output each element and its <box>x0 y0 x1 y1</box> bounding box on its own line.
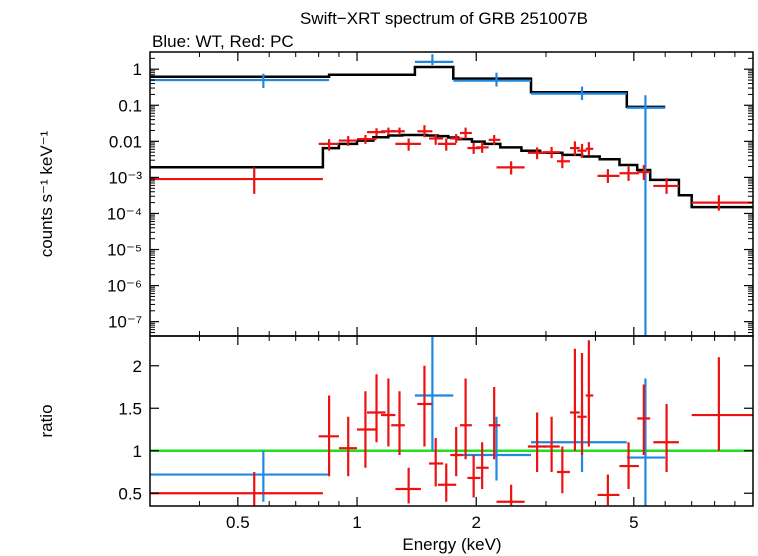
pc-ratio-point <box>557 446 570 494</box>
ratio-ytick-label: 1.5 <box>118 399 142 418</box>
spectrum-panel-frame <box>149 51 754 337</box>
spectrum-ytick-label: 10⁻⁷ <box>108 313 142 332</box>
pc-ratio-point <box>395 467 421 504</box>
pc-data-point <box>437 138 457 151</box>
spectrum-ytick-label: 10⁻⁶ <box>107 277 142 296</box>
spectrum-ytick-label: 0.1 <box>118 96 142 115</box>
pc-ratio-point <box>527 412 546 472</box>
pc-ratio-point <box>691 357 753 451</box>
wt-data-series <box>150 54 666 336</box>
pc-data-point <box>527 147 546 160</box>
spectrum-ylabel: counts s⁻¹ keV⁻¹ <box>37 130 56 257</box>
pc-data-point <box>357 134 377 144</box>
wt-ratio-point <box>414 336 454 451</box>
wt-ratio-point <box>626 378 666 506</box>
pc-ratio-point <box>569 348 580 451</box>
ratio-panel-frame <box>149 335 754 507</box>
pc-ratio-point <box>429 438 444 487</box>
pc-ratio-point <box>417 365 433 447</box>
wt-data-point <box>626 95 666 336</box>
ratio-ylabel: ratio <box>37 404 56 437</box>
pc-data-point <box>488 134 501 145</box>
pc-data-point <box>150 167 323 194</box>
ratio-ytick-label: 2 <box>133 357 142 376</box>
pc-ratio-point <box>391 391 405 455</box>
x-tick-label: 0.5 <box>226 513 250 532</box>
pc-ratio-point <box>637 384 651 455</box>
pc-data-point <box>577 143 587 158</box>
wt-data-point <box>530 86 627 100</box>
spectrum-panel: 1 0.1 0.01 10⁻³ 10⁻⁴ 10⁻⁵ 10⁻⁶ 10⁻⁷ counts s⁻¹ … <box>37 51 754 337</box>
spectrum-ytick-label: 10⁻⁵ <box>107 241 142 260</box>
pc-data-point <box>653 178 679 194</box>
pc-ratio-series <box>150 340 753 506</box>
pc-ratio-point <box>437 463 457 502</box>
wt-ratio-point <box>530 404 627 472</box>
pc-ratio-point <box>338 416 358 477</box>
pc-ratio-point <box>450 426 463 477</box>
pc-data-point <box>637 165 651 180</box>
spectrum-ytick-label: 0.01 <box>109 132 142 151</box>
pc-data-point <box>597 169 620 183</box>
pc-data-point <box>619 166 639 181</box>
pc-data-point <box>557 155 570 169</box>
x-tick-label: 2 <box>472 513 481 532</box>
pc-data-point <box>476 142 489 153</box>
pc-ratio-point <box>357 391 377 468</box>
spectrum-ytick-label: 1 <box>133 60 142 79</box>
chart-title: Swift−XRT spectrum of GRB 251007B <box>300 9 588 28</box>
pc-data-point <box>496 161 525 175</box>
wt-model-line <box>150 65 666 109</box>
pc-data-point <box>338 136 358 146</box>
pc-ratio-point <box>488 387 501 460</box>
wt-data-point <box>150 73 330 89</box>
wt-data-point <box>453 72 531 87</box>
pc-data-point <box>569 141 580 156</box>
chart-subtitle: Blue: WT, Red: PC <box>152 32 294 51</box>
pc-ratio-point <box>496 484 525 506</box>
pc-data-point <box>391 127 405 135</box>
pc-data-point <box>585 142 594 156</box>
wt-data-point <box>414 54 454 66</box>
pc-ratio-point <box>381 378 396 447</box>
pc-data-point <box>460 127 472 139</box>
ratio-ytick-label: 1 <box>133 442 142 461</box>
pc-ratio-point <box>543 416 560 472</box>
pc-ratio-point <box>150 472 323 506</box>
pc-data-point <box>691 195 753 211</box>
spectrum-ytick-label: 10⁻⁴ <box>107 204 142 223</box>
x-axis: 0.5 1 2 5 <box>226 513 639 532</box>
pc-ratio-point <box>476 442 489 489</box>
x-tick-label: 5 <box>629 513 638 532</box>
pc-ratio-point <box>653 404 679 472</box>
pc-ratio-point <box>318 395 339 477</box>
pc-data-point <box>450 133 463 143</box>
pc-ratio-point <box>577 353 587 455</box>
pc-data-point <box>318 139 339 151</box>
pc-ratio-point <box>460 378 472 460</box>
spectrum-ytick-label: 10⁻³ <box>108 168 142 187</box>
pc-data-point <box>395 138 421 151</box>
pc-ratio-point <box>597 474 620 506</box>
ratio-panel: 0.5 1 1.5 2 ratio <box>37 335 754 507</box>
x-tick-label: 1 <box>352 513 361 532</box>
pc-data-point <box>417 125 433 138</box>
x-axis-label: Energy (keV) <box>402 535 501 554</box>
pc-model-line <box>150 133 753 209</box>
pc-data-point <box>543 146 560 159</box>
ratio-ytick-label: 0.5 <box>118 484 142 503</box>
pc-ratio-point <box>467 455 481 498</box>
pc-ratio-point <box>619 442 639 489</box>
pc-ratio-point <box>585 340 594 447</box>
pc-data-point <box>429 133 444 145</box>
pc-ratio-point <box>367 374 386 443</box>
pc-data-series <box>150 125 753 211</box>
